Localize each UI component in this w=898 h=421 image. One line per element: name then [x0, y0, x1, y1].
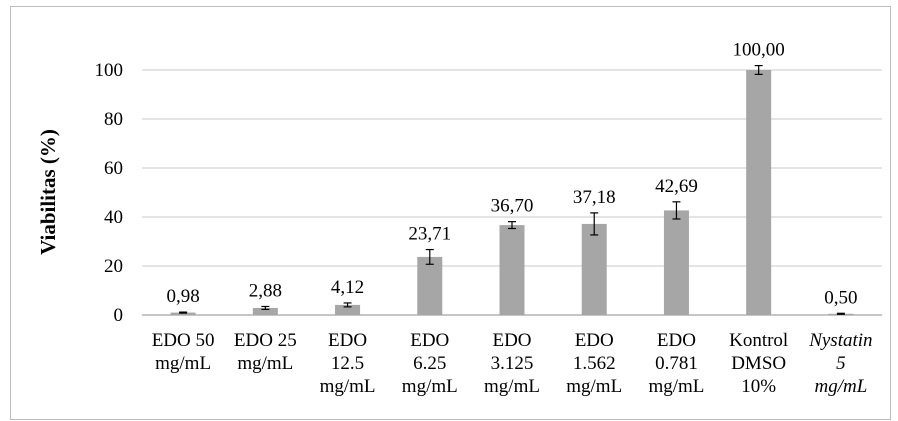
- error-bar: [343, 302, 352, 308]
- data-label: 36,70: [491, 196, 534, 217]
- bar: [499, 225, 525, 315]
- data-label: 42,69: [655, 176, 698, 197]
- x-category-label: EDO 25 mg/mL: [234, 330, 297, 374]
- x-category-label: Kontrol DMSO 10%: [729, 330, 788, 397]
- x-category-label: EDO 0.781 mg/mL: [648, 330, 704, 397]
- data-label: 0,98: [166, 286, 199, 307]
- chart-frame: [10, 6, 891, 420]
- data-label: 37,18: [573, 187, 616, 208]
- bar: [746, 70, 772, 315]
- bar: [170, 312, 196, 315]
- x-category-label: EDO 50 mg/mL: [152, 330, 215, 374]
- error-bars: [179, 64, 845, 315]
- error-bar: [179, 311, 188, 314]
- x-category-label: EDO 1.562 mg/mL: [566, 330, 622, 397]
- bars: [170, 70, 854, 315]
- y-tick-label: 40: [104, 207, 123, 228]
- data-label: 2,88: [249, 280, 282, 301]
- data-label: 0,50: [824, 287, 857, 308]
- data-label: 100,00: [733, 40, 785, 61]
- x-category-label: EDO 12.5 mg/mL: [320, 330, 376, 397]
- x-category-label: EDO 3.125 mg/mL: [484, 330, 540, 397]
- bar: [335, 304, 361, 315]
- error-bar: [508, 221, 516, 230]
- data-labels: 0,98 2,88 4,12 23,71 36,70 37,18 42,69 100,00 0,…: [166, 40, 857, 309]
- error-bar: [590, 212, 599, 236]
- y-tick-labels: 0 20 40 60 80 100: [95, 60, 124, 326]
- y-tick-label: 20: [104, 256, 123, 277]
- y-axis-title: Viabilitas (%): [36, 129, 60, 255]
- bar: [581, 223, 607, 315]
- y-tick-label: 100: [95, 60, 124, 81]
- x-category-label: EDO 6.25 mg/mL: [402, 330, 458, 397]
- y-tick-label: 0: [114, 305, 124, 326]
- data-label: 23,71: [408, 224, 451, 245]
- y-tick-label: 80: [104, 109, 123, 130]
- data-label: 4,12: [331, 277, 364, 298]
- error-bar: [754, 64, 763, 76]
- error-bar: [425, 248, 434, 265]
- error-bar: [261, 305, 270, 311]
- bar: [663, 210, 689, 315]
- error-bar: [836, 312, 845, 315]
- bar: [252, 307, 278, 315]
- y-tick-label: 60: [104, 158, 123, 179]
- error-bar: [672, 201, 681, 220]
- x-category-label: Nystatin 5 mg/mL: [808, 330, 872, 397]
- bar: [417, 256, 443, 315]
- x-category-labels: EDO 50 mg/mL EDO 25 mg/mL EDO 12.5 mg/mL EDO 6.2…: [152, 330, 873, 397]
